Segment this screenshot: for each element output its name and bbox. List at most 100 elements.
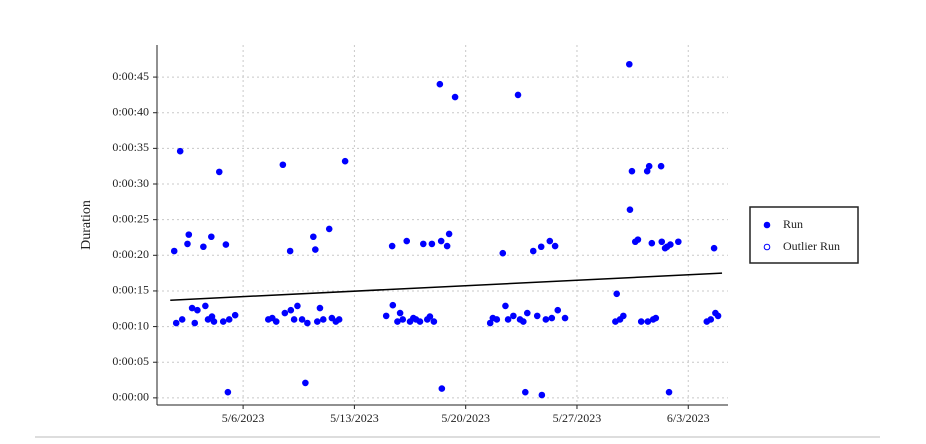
data-point [648,239,656,247]
data-point [445,230,453,238]
x-tick-label: 5/6/2023 [222,411,265,425]
data-point [493,316,501,323]
data-point [294,302,301,310]
data-point [657,162,665,170]
data-point [316,304,324,312]
y-tick-label: 0:00:05 [112,354,149,368]
data-point [486,319,494,327]
data-point [502,302,509,310]
data-point [396,309,404,317]
data-point [542,316,550,323]
data-point [537,243,545,251]
y-tick-label: 0:00:35 [112,140,149,154]
data-point [628,167,636,175]
data-point [548,314,556,322]
data-point [658,238,666,246]
y-tick-label: 0:00:10 [112,318,149,332]
data-point [304,319,311,327]
data-point [215,168,223,176]
data-point [613,290,621,298]
data-point [637,318,645,325]
data-point [188,304,196,312]
data-point [279,161,287,169]
legend-marker [763,221,771,229]
data-point [416,318,424,325]
data-point [504,316,512,323]
x-tick-label: 6/3/2023 [667,411,710,425]
data-point [554,306,562,314]
data-point [675,238,682,246]
data-point [665,388,673,396]
data-point [328,314,336,322]
data-point [652,314,660,322]
data-point [268,314,276,322]
data-point [231,311,239,319]
y-tick-label: 0:00:45 [112,69,149,83]
data-point [645,162,653,170]
data-point [546,237,554,245]
data-point [178,316,186,323]
data-point [185,231,193,238]
data-point [191,319,199,327]
data-point [172,319,180,327]
data-point [626,60,633,68]
data-point [522,388,529,396]
data-point [314,318,321,325]
data-point [290,316,298,323]
y-tick-label: 0:00:30 [112,176,149,190]
data-point [224,388,232,396]
data-point [634,236,642,243]
data-point [428,240,436,248]
data-point [194,306,201,314]
data-point [514,91,522,99]
data-point [529,247,537,255]
x-tick-label: 5/13/2023 [330,411,379,425]
data-point [710,244,718,252]
data-point [287,306,295,314]
data-point [170,247,178,255]
data-point [286,247,294,255]
data-point [222,241,230,248]
data-point [302,379,309,387]
data-point [561,314,569,322]
data-point [430,318,438,325]
data-point [510,312,517,320]
data-point [202,302,209,310]
legend-marker [763,243,771,251]
y-tick-label: 0:00:25 [112,211,149,225]
data-point [281,309,289,317]
data-point [644,318,652,325]
data-point [341,157,349,165]
data-point [403,237,411,245]
data-point [298,316,306,323]
data-point [208,233,215,241]
legend-label: Outlier Run [783,239,840,253]
data-point [667,241,674,248]
data-point [325,225,333,233]
y-tick-label: 0:00:20 [112,247,149,261]
data-point [520,318,527,325]
data-point [551,242,559,250]
data-point [714,312,722,320]
data-point [438,385,446,392]
data-point [437,237,445,245]
x-tick-label: 5/20/2023 [441,411,490,425]
y-tick-label: 0:00:00 [112,390,149,404]
data-point [335,316,343,323]
legend-label: Run [783,217,803,231]
y-axis-title: Duration [79,200,94,250]
data-point [707,316,715,323]
data-point [620,312,627,320]
trend-line [170,272,723,301]
data-point [272,318,280,325]
data-point [626,206,634,213]
data-point [394,318,401,325]
data-point [389,301,397,309]
data-point [436,80,444,88]
data-point [499,249,507,257]
data-point [451,93,459,101]
y-tick-label: 0:00:40 [112,104,149,118]
data-point [523,309,531,317]
data-point [419,240,427,248]
data-point [538,391,546,399]
